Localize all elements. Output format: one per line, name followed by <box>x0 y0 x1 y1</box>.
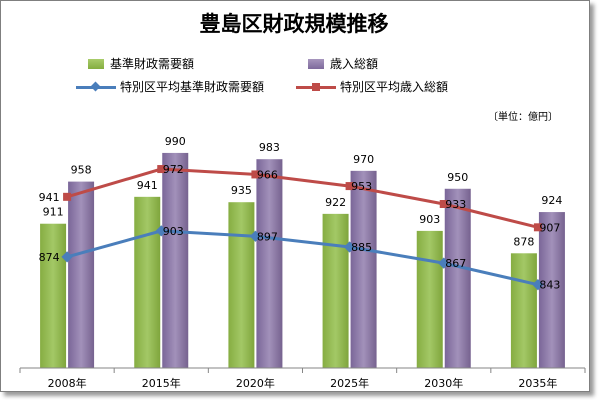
x-tick-label: 2025年 <box>330 376 369 390</box>
legend-swatch-bar2 <box>308 58 324 69</box>
x-tick-label: 2008年 <box>48 376 87 390</box>
bar-2 <box>162 152 189 368</box>
x-tick-label: 2030年 <box>424 376 463 390</box>
line-2-value-label: 966 <box>257 168 278 181</box>
bar-1 <box>416 230 443 368</box>
legend-key-line1 <box>76 81 116 92</box>
legend-label-bar1: 基準財政需要額 <box>110 57 195 71</box>
line-2-point <box>63 192 72 201</box>
bar-2-value-label: 983 <box>259 141 280 154</box>
legend-label-line2: 特別区平均歳入総額 <box>340 80 449 94</box>
legend-label-bar2: 歳入総額 <box>330 57 379 71</box>
bar-1 <box>322 213 349 368</box>
line-2-point <box>157 165 166 174</box>
line-1 <box>66 229 539 287</box>
legend-item-line1: 特別区平均基準財政需要額 <box>76 78 264 95</box>
legend-item-bar2: 歳入総額 <box>308 55 378 72</box>
x-tick-label: 2020年 <box>236 376 275 390</box>
line-1-value-label: 843 <box>539 279 560 292</box>
bar-2 <box>538 212 565 368</box>
bar-1-value-label: 941 <box>137 179 158 192</box>
line-1-value-label: 903 <box>163 225 184 238</box>
line-2-point <box>533 223 542 232</box>
bar-1 <box>228 202 255 368</box>
bar-2-value-label: 970 <box>353 153 374 166</box>
line-1-point <box>532 279 544 291</box>
line-1-point <box>155 225 167 237</box>
line-2-point <box>251 170 260 179</box>
bar-2-value-label: 990 <box>165 135 186 148</box>
line-2-value-label: 953 <box>351 180 372 193</box>
bar-2-value-label: 958 <box>71 164 92 177</box>
line-2-value-label: 972 <box>163 163 184 176</box>
line-2-value-label: 907 <box>539 221 560 234</box>
line-2-point <box>439 200 448 209</box>
line-1-value-label: 867 <box>445 257 466 270</box>
bar-1-value-label: 922 <box>325 196 346 209</box>
legend-label-line1: 特別区平均基準財政需要額 <box>120 80 265 94</box>
legend-swatch-bar1 <box>88 58 104 69</box>
bar-1-value-label: 903 <box>419 213 440 226</box>
bar-2-value-label: 950 <box>447 171 468 184</box>
chart-title: 豊島区財政規模推移 <box>199 12 389 36</box>
legend-item-line2: 特別区平均歳入総額 <box>296 78 448 95</box>
legend-key-line2 <box>296 82 336 92</box>
legend-item-bar1: 基準財政需要額 <box>88 55 194 72</box>
bar-1 <box>134 196 161 368</box>
line-1-point <box>249 230 262 242</box>
unit-note: 〔単位：億円〕 <box>488 112 558 123</box>
x-tick-label: 2015年 <box>142 376 181 390</box>
line-2-value-label: 933 <box>445 198 466 211</box>
bar-2 <box>256 159 283 368</box>
line-2 <box>66 167 539 229</box>
x-tick-label: 2035年 <box>518 376 557 390</box>
line-1-point <box>438 257 450 269</box>
line-2-point <box>345 182 354 191</box>
line-1-point <box>343 241 356 253</box>
bar-2 <box>68 181 95 368</box>
bar-2 <box>444 188 471 368</box>
bar-1-value-label: 935 <box>231 184 252 197</box>
line-1-value-label: 897 <box>257 230 278 243</box>
bar-1-value-label: 878 <box>513 235 534 248</box>
bar-2 <box>350 170 377 368</box>
line-2-value-label: 941 <box>39 191 60 204</box>
bar-2-value-label: 924 <box>541 194 562 207</box>
bar-1 <box>40 223 67 368</box>
line-1-value-label: 874 <box>39 251 60 264</box>
bar-1 <box>510 253 537 368</box>
line-1-value-label: 885 <box>351 241 372 254</box>
bar-1-value-label: 911 <box>43 206 64 219</box>
